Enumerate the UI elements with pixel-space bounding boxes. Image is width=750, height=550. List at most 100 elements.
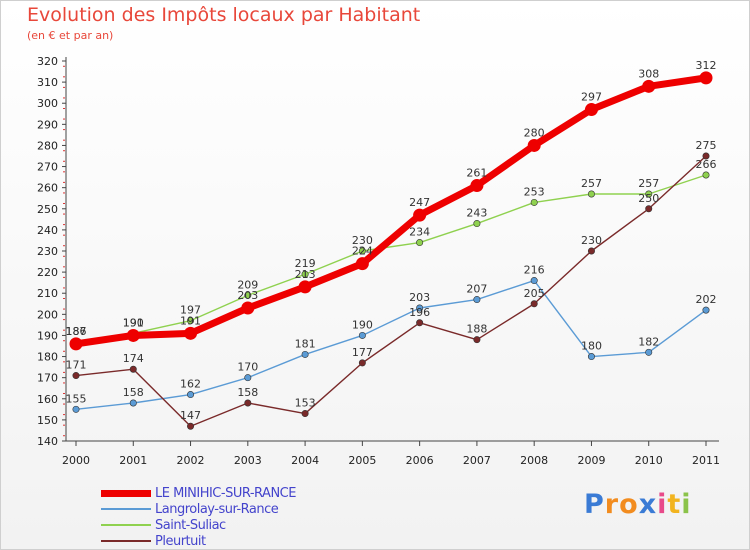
logo-letter: P bbox=[584, 489, 605, 520]
y-tick-label: 270 bbox=[37, 161, 58, 174]
data-label: 280 bbox=[524, 126, 545, 139]
data-point bbox=[645, 190, 653, 198]
data-label: 170 bbox=[237, 361, 258, 374]
logo-letter: x bbox=[638, 489, 658, 520]
data-label: 205 bbox=[524, 287, 545, 300]
data-point bbox=[358, 331, 366, 339]
x-tick-label: 2010 bbox=[635, 454, 663, 467]
data-point bbox=[470, 179, 484, 193]
logo-letter: o bbox=[619, 489, 639, 520]
data-label: 257 bbox=[638, 177, 659, 190]
data-label: 197 bbox=[180, 304, 201, 317]
series-line-1 bbox=[75, 174, 707, 343]
x-tick-label: 2009 bbox=[577, 454, 605, 467]
data-label: 219 bbox=[295, 257, 316, 270]
data-point bbox=[187, 422, 195, 430]
y-tick-label: 310 bbox=[37, 76, 58, 89]
data-point bbox=[69, 337, 83, 351]
data-label: 190 bbox=[352, 318, 373, 331]
data-label: 191 bbox=[123, 316, 144, 329]
data-point bbox=[244, 291, 252, 299]
y-tick-label: 150 bbox=[37, 414, 58, 427]
data-label: 230 bbox=[581, 234, 602, 247]
data-label: 275 bbox=[696, 139, 717, 152]
data-point bbox=[244, 374, 252, 382]
data-point bbox=[702, 152, 710, 160]
data-label: 230 bbox=[352, 234, 373, 247]
data-label: 180 bbox=[581, 340, 602, 353]
data-point bbox=[129, 399, 137, 407]
data-label: 158 bbox=[237, 386, 258, 399]
y-tick-label: 300 bbox=[37, 97, 58, 110]
data-label: 181 bbox=[295, 337, 316, 350]
y-tick-label: 170 bbox=[37, 372, 58, 385]
data-label: 190 bbox=[123, 316, 144, 329]
legend-label: Saint-Suliac bbox=[155, 517, 226, 533]
data-label: 209 bbox=[237, 278, 258, 291]
data-point bbox=[301, 410, 309, 418]
data-label: 213 bbox=[295, 268, 316, 281]
data-label: 196 bbox=[409, 306, 430, 319]
y-tick-label: 320 bbox=[37, 55, 58, 68]
data-point bbox=[187, 317, 195, 325]
y-tick-label: 260 bbox=[37, 182, 58, 195]
x-tick-label: 2000 bbox=[62, 454, 90, 467]
data-label: 234 bbox=[409, 226, 430, 239]
data-label: 297 bbox=[581, 91, 602, 104]
legend-swatch bbox=[101, 524, 151, 526]
logo-letter: r bbox=[604, 489, 620, 520]
data-label: 261 bbox=[466, 167, 487, 180]
data-point bbox=[702, 171, 710, 179]
y-tick-label: 180 bbox=[37, 351, 58, 364]
data-label: 186 bbox=[66, 325, 87, 338]
data-point bbox=[473, 336, 481, 344]
data-label: 253 bbox=[524, 185, 545, 198]
x-tick-label: 2002 bbox=[177, 454, 205, 467]
data-label: 203 bbox=[409, 291, 430, 304]
data-point bbox=[129, 365, 137, 373]
data-point bbox=[241, 301, 255, 315]
data-label: 308 bbox=[638, 67, 659, 80]
x-tick-label: 2011 bbox=[692, 454, 720, 467]
data-point bbox=[298, 280, 312, 294]
legend-item: Pleurtuit bbox=[101, 533, 206, 549]
x-tick-label: 2001 bbox=[119, 454, 147, 467]
data-label: 187 bbox=[66, 325, 87, 338]
data-point bbox=[358, 359, 366, 367]
legend-swatch bbox=[101, 540, 151, 542]
data-label: 162 bbox=[180, 378, 201, 391]
data-point bbox=[473, 220, 481, 228]
data-point bbox=[72, 372, 80, 380]
data-label: 216 bbox=[524, 264, 545, 277]
y-tick-label: 230 bbox=[37, 245, 58, 258]
x-tick-label: 2003 bbox=[234, 454, 262, 467]
y-tick-label: 250 bbox=[37, 203, 58, 216]
legend-label: Langrolay-sur-Rance bbox=[155, 501, 279, 517]
x-tick-label: 2004 bbox=[291, 454, 319, 467]
data-point bbox=[244, 399, 252, 407]
data-label: 188 bbox=[466, 323, 487, 336]
chart-title: Evolution des Impôts locaux par Habitant bbox=[27, 4, 421, 26]
legend-item: Saint-Suliac bbox=[101, 517, 226, 533]
x-tick-label: 2005 bbox=[348, 454, 376, 467]
y-tick-label: 220 bbox=[37, 266, 58, 279]
proxiti-logo: Proxiti bbox=[584, 489, 692, 520]
x-tick-label: 2006 bbox=[406, 454, 434, 467]
data-label: 243 bbox=[466, 207, 487, 220]
y-tick-label: 160 bbox=[37, 393, 58, 406]
data-label: 177 bbox=[352, 346, 373, 359]
data-point bbox=[416, 304, 424, 312]
data-label: 224 bbox=[352, 245, 373, 258]
legend-swatch bbox=[101, 508, 151, 510]
data-point bbox=[530, 300, 538, 308]
data-point bbox=[184, 326, 198, 340]
data-label: 182 bbox=[638, 335, 659, 348]
data-point bbox=[358, 247, 366, 255]
data-point bbox=[642, 79, 656, 93]
data-point bbox=[126, 328, 140, 342]
data-point bbox=[530, 277, 538, 285]
data-label: 158 bbox=[123, 386, 144, 399]
legend-swatch bbox=[101, 489, 151, 497]
